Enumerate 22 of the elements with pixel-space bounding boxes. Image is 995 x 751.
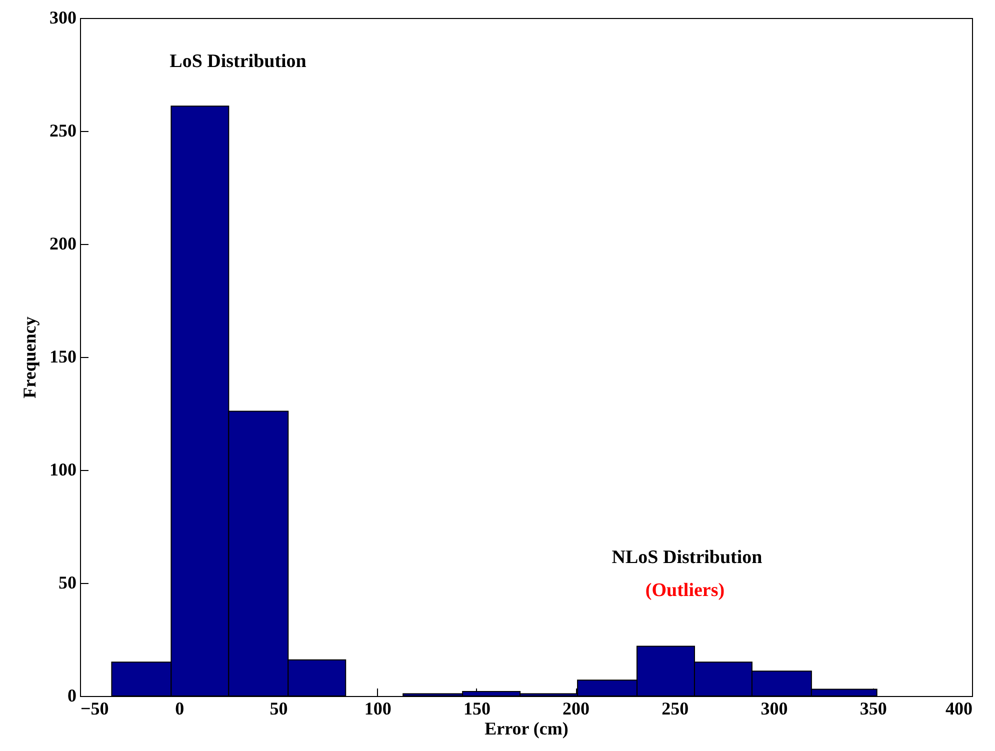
x-tick-label: 0 bbox=[175, 698, 184, 718]
y-tick-label: 0 bbox=[68, 686, 76, 706]
x-tick-label: 250 bbox=[662, 698, 689, 718]
x-tick-label: −50 bbox=[80, 698, 109, 718]
x-tick-label: 100 bbox=[364, 698, 392, 718]
annotation: LoS Distribution bbox=[170, 51, 307, 72]
annotation: (Outliers) bbox=[645, 580, 725, 601]
y-tick-label: 300 bbox=[50, 8, 76, 28]
x-tick-label: 150 bbox=[463, 698, 490, 718]
x-tick-label: 400 bbox=[946, 698, 972, 718]
x-axis-title: Error (cm) bbox=[484, 718, 568, 738]
y-tick-label: 100 bbox=[50, 460, 76, 480]
x-tick-label: 50 bbox=[270, 698, 288, 718]
annotation: NLoS Distribution bbox=[612, 547, 763, 568]
y-tick-label: 250 bbox=[50, 120, 76, 140]
x-tick-label: 300 bbox=[760, 698, 788, 718]
x-tick-label: 200 bbox=[562, 698, 590, 718]
y-axis-title: Frequency bbox=[20, 316, 40, 398]
y-tick-label: 200 bbox=[50, 234, 76, 254]
y-tick-label: 50 bbox=[58, 572, 76, 592]
x-tick-label: 350 bbox=[860, 698, 887, 718]
y-tick-label: 150 bbox=[50, 346, 76, 366]
